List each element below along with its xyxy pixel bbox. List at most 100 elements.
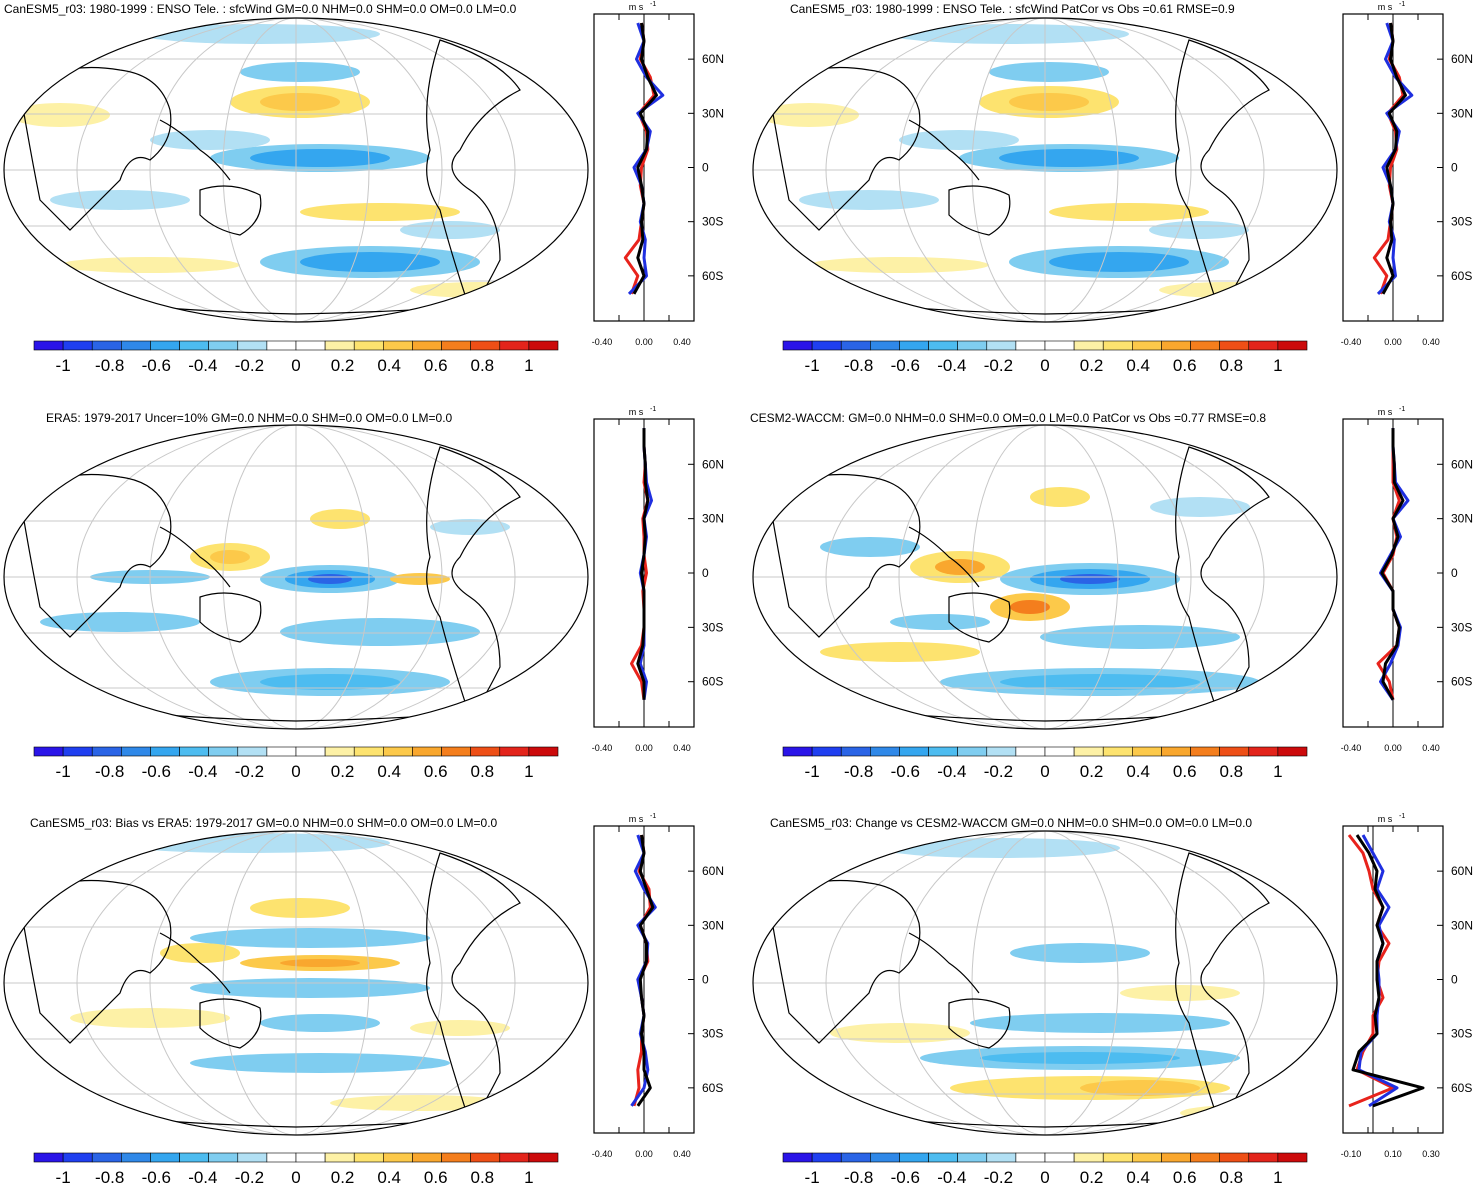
- profile-lat-label: 0: [702, 161, 709, 175]
- colorbar-swatch: [870, 746, 900, 757]
- colorbar-label: -0.2: [984, 356, 1013, 375]
- panel-5-title: CanESM5_r03: Bias vs ERA5: 1979-2017 GM=…: [30, 816, 498, 830]
- colorbar-swatch: [412, 746, 442, 757]
- colorbar-label: 0.2: [331, 1168, 355, 1187]
- profile-line-blue: [627, 22, 665, 295]
- profile-lat-label: 0: [702, 973, 709, 987]
- colorbars: -1 -0.8 -0.6 -0.4 -0.2 0 0.2 0.4 0.6 0.8 1 -1 -0.8 -0…: [33, 340, 1308, 1187]
- colorbar-4: -1 -0.8 -0.6 -0.4 -0.2 0 0.2 0.4 0.6 0.8 1: [782, 746, 1308, 781]
- colorbar-swatch: [1277, 1152, 1308, 1163]
- colorbar-swatch: [62, 1152, 93, 1163]
- colorbar-swatch: [91, 1152, 122, 1163]
- colorbar-label: 1: [524, 1168, 533, 1187]
- colorbar-swatch: [811, 746, 842, 757]
- colorbar-swatch: [811, 1152, 842, 1163]
- colorbar-swatch: [499, 1152, 530, 1163]
- colorbar-label: 0.4: [1126, 762, 1150, 781]
- colorbar-swatch: [383, 746, 413, 757]
- colorbar-label: 0.6: [1173, 356, 1197, 375]
- colorbar-label: 0.2: [331, 356, 355, 375]
- map-panel-4: [752, 424, 1338, 730]
- profile-units: m s: [629, 2, 644, 12]
- colorbar-label: 0.8: [1219, 356, 1243, 375]
- colorbar-swatch: [957, 746, 988, 757]
- colorbar-label: -0.8: [95, 356, 124, 375]
- colorbar-swatch: [121, 1152, 151, 1163]
- colorbar-swatch: [150, 746, 180, 757]
- colorbar-swatch: [383, 340, 413, 351]
- profile-lat-label: 30S: [702, 620, 723, 634]
- profile-x-label: 0.40: [673, 1149, 691, 1159]
- colorbar-swatch: [870, 340, 900, 351]
- colorbar-label: 0.4: [1126, 1168, 1150, 1187]
- colorbar-swatch: [62, 340, 93, 351]
- colorbar-label: 1: [1273, 1168, 1282, 1187]
- colorbar-swatch: [33, 1152, 64, 1163]
- colorbar-swatch: [957, 340, 988, 351]
- colorbar-label: -0.6: [142, 1168, 171, 1187]
- colorbar-swatch: [1219, 340, 1250, 351]
- profile-x-label: -0.40: [592, 743, 613, 753]
- colorbar-swatch: [1190, 746, 1220, 757]
- colorbar-swatch: [528, 340, 559, 351]
- profile-lat-label: 30N: [702, 106, 724, 120]
- profile-lat-label: 30S: [1451, 215, 1472, 229]
- colorbar-swatch: [441, 746, 471, 757]
- profile-lat-label: 0: [1451, 161, 1458, 175]
- colorbar-swatch: [1248, 746, 1279, 757]
- map-panel-2: [752, 17, 1338, 323]
- colorbar-swatch: [986, 746, 1017, 757]
- colorbar-swatch: [266, 1152, 297, 1163]
- colorbar-swatch: [1015, 746, 1046, 757]
- panel-4-title: CESM2-WACCM: GM=0.0 NHM=0.0 SHM=0.0 OM=0…: [750, 411, 1267, 425]
- colorbar-swatch: [1219, 746, 1250, 757]
- colorbar-label: 0.6: [1173, 762, 1197, 781]
- colorbar-label: -0.2: [235, 1168, 264, 1187]
- profile-lat-label: 30S: [702, 215, 723, 229]
- colorbar-swatch: [150, 1152, 180, 1163]
- profile-line-black: [636, 834, 655, 1107]
- profile-line-black: [632, 22, 658, 295]
- colorbar-label: -0.4: [937, 1168, 966, 1187]
- map-panel-6: [752, 830, 1338, 1136]
- colorbar-label: -0.4: [937, 356, 966, 375]
- colorbar-swatch: [1073, 1152, 1104, 1163]
- colorbar-label: -1: [805, 762, 820, 781]
- colorbar-swatch: [1132, 1152, 1162, 1163]
- colorbar-swatch: [1190, 340, 1220, 351]
- colorbar-swatch: [928, 1152, 958, 1163]
- colorbar-label: 0.4: [377, 762, 401, 781]
- colorbar-label: -0.6: [142, 356, 171, 375]
- panel-2-title: CanESM5_r03: 1980-1999 : ENSO Tele. : sf…: [790, 2, 1235, 16]
- colorbar-label: 0: [1040, 356, 1049, 375]
- colorbar-swatch: [208, 746, 239, 757]
- colorbar-swatch: [840, 746, 871, 757]
- colorbar-swatch: [899, 340, 929, 351]
- colorbar-swatch: [295, 746, 326, 757]
- colorbar-swatch: [1161, 1152, 1191, 1163]
- colorbar-swatch: [986, 340, 1017, 351]
- profile-x-label: 0.40: [673, 743, 691, 753]
- profile-x-label: 0.40: [673, 337, 691, 347]
- profile-x-label: -0.40: [592, 1149, 613, 1159]
- colorbar-swatch: [412, 1152, 442, 1163]
- colorbar-label: -0.4: [188, 356, 217, 375]
- profile-lat-label: 30N: [702, 512, 724, 526]
- colorbar-label: 0.4: [377, 356, 401, 375]
- colorbar-label: -0.6: [891, 762, 920, 781]
- colorbar-label: -0.6: [142, 762, 171, 781]
- profile-lat-label: 60N: [702, 52, 724, 66]
- colorbar-label: -0.8: [95, 762, 124, 781]
- colorbar-swatch: [957, 1152, 988, 1163]
- map-1-shading: [10, 24, 550, 298]
- colorbar-swatch: [1132, 340, 1162, 351]
- colorbar-label: -0.8: [844, 1168, 873, 1187]
- colorbar-label: 0.2: [1080, 762, 1104, 781]
- colorbar-label: 0.6: [424, 762, 448, 781]
- colorbar-swatch: [928, 746, 958, 757]
- profile-lat-label: 0: [1451, 973, 1458, 987]
- profile-lat-label: 60S: [702, 269, 723, 283]
- profile-panel-5: m s -1 60N 30N 0 30S 60S -0.40 0.00 0.40: [592, 813, 724, 1159]
- colorbar-swatch: [33, 340, 64, 351]
- profile-lat-label: 60S: [1451, 269, 1472, 283]
